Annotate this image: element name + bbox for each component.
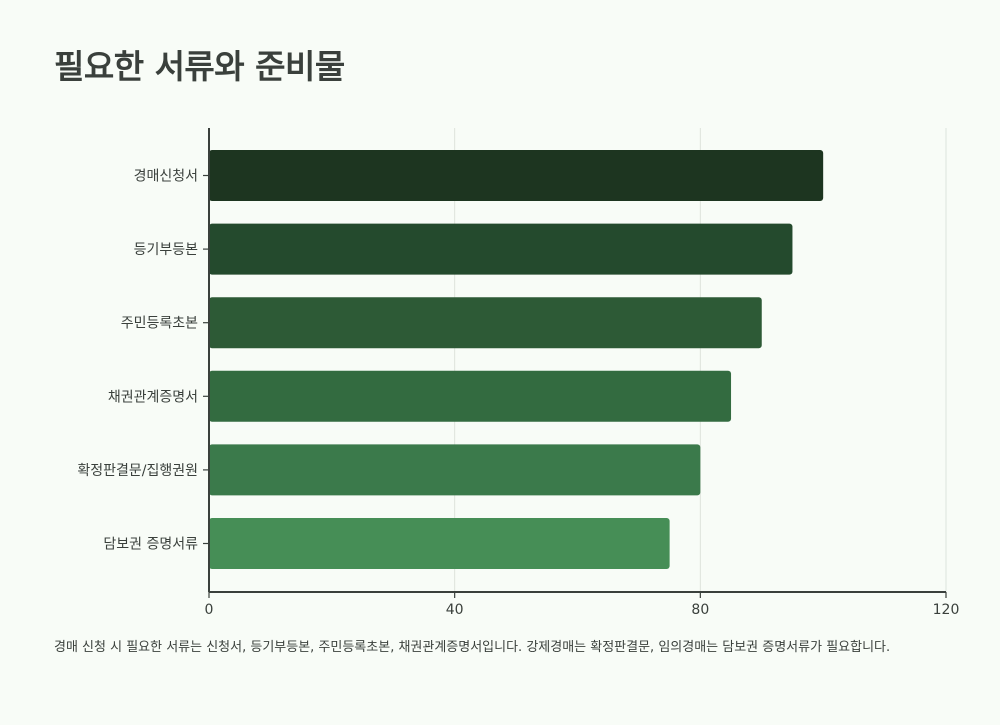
category-label: 경매신청서: [134, 169, 198, 185]
bars: [209, 150, 824, 569]
chart-title: 필요한 서류와 준비물: [54, 47, 345, 86]
bar: [209, 370, 732, 422]
bar: [209, 518, 670, 569]
bar: [209, 444, 701, 496]
bar: [209, 150, 824, 201]
x-tick-label: 40: [446, 602, 464, 618]
x-tick-label: 80: [691, 602, 709, 618]
category-label: 채권관계증명서: [108, 389, 198, 405]
axes: [203, 128, 947, 598]
category-label: 담보권 증명서류: [103, 537, 198, 553]
gridlines: [454, 128, 947, 592]
x-tick-label: 0: [205, 602, 214, 618]
chart-caption: 경매 신청 시 필요한 서류는 신청서, 등기부등본, 주민등록초본, 채권관계…: [54, 640, 891, 655]
bar: [209, 223, 793, 275]
category-label: 등기부등본: [134, 242, 199, 258]
bar: [209, 297, 762, 349]
x-tick-label: 120: [933, 602, 960, 618]
category-label: 확정판결문/집행권원: [77, 463, 198, 479]
category-label: 주민등록초본: [121, 316, 198, 332]
